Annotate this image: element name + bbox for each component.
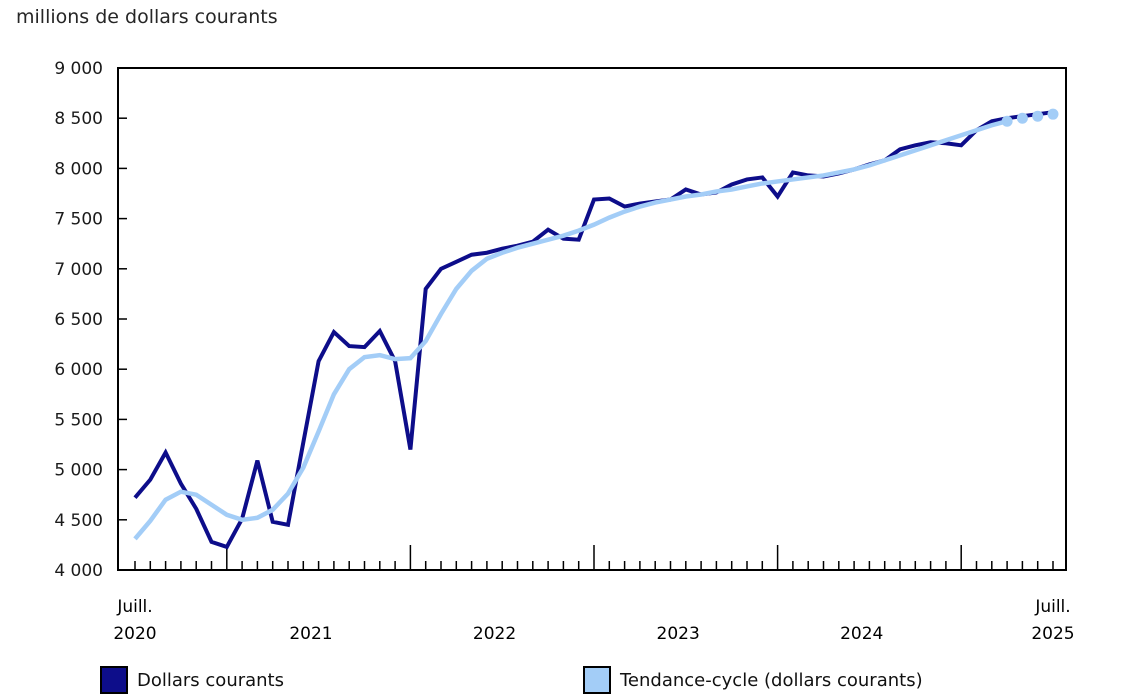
y-tick-label: 8 500 [54, 109, 103, 129]
chart-title: millions de dollars courants [16, 6, 278, 28]
y-tick-label: 9 000 [54, 59, 103, 79]
trend-forecast-dot [1001, 115, 1013, 127]
plot-frame [117, 67, 1067, 571]
legend-swatch-dollars-courants [100, 666, 128, 694]
trend-forecast-dot [1032, 110, 1044, 122]
x-label-start-month: Juill. [116, 597, 152, 617]
y-tick-label: 6 000 [54, 360, 103, 380]
y-tick-label: 4 500 [54, 511, 103, 531]
y-tick-label: 6 500 [54, 310, 103, 330]
legend-label-tendance-cycle: Tendance-cycle (dollars courants) [620, 669, 923, 691]
y-tick-label: 8 000 [54, 159, 103, 179]
series-line-tendance-cycle [133, 119, 1008, 541]
x-label-year: 2023 [657, 624, 700, 644]
y-tick-label: 7 500 [54, 210, 103, 230]
legend-item-dollars-courants: Dollars courants [100, 666, 284, 694]
series-line-dollars-courants [133, 110, 1054, 550]
y-tick-label: 4 000 [54, 561, 103, 581]
legend-label-dollars-courants: Dollars courants [137, 669, 284, 691]
x-label-year: 2021 [289, 624, 332, 644]
x-label-end-year: 2025 [1031, 624, 1074, 644]
trend-forecast-dot [1016, 112, 1028, 124]
legend-item-tendance-cycle: Tendance-cycle (dollars courants) [583, 666, 923, 694]
x-label-end-month: Juill. [1034, 597, 1070, 617]
x-label-year: 2024 [840, 624, 883, 644]
legend-swatch-tendance-cycle [583, 666, 611, 694]
x-label-year: 2022 [473, 624, 516, 644]
y-tick-label: 5 500 [54, 410, 103, 430]
y-tick-label: 5 000 [54, 461, 103, 481]
x-label-start-year: 2020 [113, 624, 156, 644]
y-tick-label: 7 000 [54, 260, 103, 280]
trend-forecast-dot [1047, 108, 1059, 120]
